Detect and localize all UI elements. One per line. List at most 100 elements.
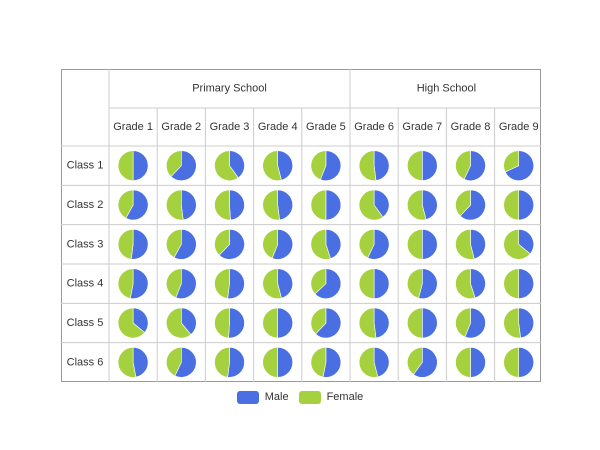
legend-item-female[interactable]: Female	[298, 390, 364, 404]
pie-slice-male	[319, 150, 342, 181]
pie-slice-male	[518, 307, 534, 339]
pie-slice-female	[455, 347, 471, 378]
pie-slice-female	[503, 189, 519, 221]
pie-slice-male	[181, 307, 197, 335]
pie-slice-male	[132, 307, 149, 333]
legend-item-male[interactable]: Male	[236, 390, 289, 404]
pie-slice-female	[262, 307, 278, 339]
column-header-label: Grade 1	[113, 121, 153, 133]
pie-slice-male	[277, 189, 293, 221]
pie-slice-male	[229, 150, 245, 179]
pie-slice-female	[117, 189, 134, 219]
pie-slice-male	[422, 229, 438, 260]
pie-slice-male	[277, 307, 293, 339]
row-label: Class 1	[67, 160, 104, 172]
pie-slice-female	[166, 268, 182, 299]
pie-slice-male	[325, 189, 342, 221]
pie-slice-male	[504, 150, 534, 181]
row-label: Class 5	[67, 317, 104, 329]
table-frame	[61, 69, 541, 382]
pie-slice-female	[358, 189, 384, 221]
pie-slice-male	[470, 347, 486, 378]
pie-slice-male	[518, 347, 534, 378]
pie-slice-male	[470, 268, 486, 299]
pie-slice-female	[214, 347, 230, 378]
pie-slice-male	[229, 189, 245, 221]
pie-slice-female	[166, 229, 182, 258]
pie-slice-male	[228, 307, 245, 339]
pie-slice-male	[315, 307, 342, 339]
pie-slice-female	[503, 150, 519, 173]
pie-slice-male	[277, 268, 293, 299]
pie-slice-female	[358, 307, 377, 339]
pie-slice-female	[262, 268, 282, 299]
pie-slice-female	[262, 189, 280, 221]
pie-slice-female	[503, 229, 531, 260]
pie-slice-male	[129, 268, 149, 299]
pie-slice-female	[503, 307, 521, 339]
pie-slice-male	[125, 189, 149, 221]
pie-slice-female	[407, 189, 427, 221]
pie-slice-female	[358, 150, 377, 181]
pie-slice-male	[464, 307, 486, 339]
pie-slice-male	[518, 268, 534, 299]
pie-slice-female	[358, 347, 379, 378]
pie-slice-female	[117, 150, 134, 181]
pie-slice-female	[407, 150, 423, 181]
pie-slice-male	[422, 307, 438, 339]
pie-slice-female	[455, 307, 471, 338]
pie-slice-male	[218, 229, 245, 260]
column-header-label: Grade 2	[161, 121, 201, 133]
column-header-label: Grade 7	[402, 121, 442, 133]
pie-slice-male	[175, 268, 197, 299]
pie-slice-female	[503, 347, 519, 378]
pie-slice-male	[373, 189, 390, 218]
pie-slice-male	[373, 347, 390, 378]
pie-slice-male	[181, 189, 197, 221]
pie-slice-male	[422, 150, 438, 181]
pie-slice-female	[455, 268, 476, 299]
pie-slice-female	[214, 229, 230, 256]
pie-slice-female	[407, 307, 423, 339]
pie-slice-male	[373, 268, 390, 299]
pie-slice-male	[463, 150, 486, 181]
pie-slice-female	[407, 268, 423, 299]
pie-slice-female	[310, 268, 327, 295]
pie-slice-female	[310, 150, 327, 181]
pie-slice-male	[325, 229, 342, 259]
pie-slice-male	[314, 268, 342, 299]
column-header-label: Grade 6	[354, 121, 394, 133]
pie-slice-female	[214, 150, 239, 181]
legend-label-female: Female	[326, 391, 364, 403]
pie-slice-male	[373, 307, 390, 339]
pie-slice-male	[322, 347, 342, 378]
pie-slice-female	[166, 307, 192, 339]
column-header-label: Grade 3	[210, 121, 250, 133]
pie-slice-female	[262, 347, 278, 378]
pie-slice-male	[173, 229, 197, 260]
pie-slice-female	[117, 229, 134, 260]
pie-slice-male	[227, 347, 245, 378]
pie-slice-male	[518, 229, 534, 255]
group-header-label: High School	[417, 83, 476, 95]
legend-swatch-female	[298, 390, 321, 404]
pie-slice-male	[518, 189, 534, 221]
pie-slice-male	[413, 347, 438, 378]
pie-slice-female	[310, 307, 327, 335]
pie-slice-female	[455, 150, 471, 180]
group-header-label: Primary School	[192, 83, 267, 95]
row-label: Class 3	[67, 238, 104, 250]
column-header-label: Grade 5	[306, 121, 346, 133]
column-header-label: Grade 9	[499, 121, 539, 133]
pie-slice-female	[310, 347, 327, 378]
column-header-label: Grade 4	[258, 121, 298, 133]
pie-slice-male	[470, 229, 486, 260]
legend: Male Female	[0, 388, 600, 406]
pie-slice-male	[277, 347, 293, 378]
pie-slice-female	[310, 229, 331, 260]
row-label: Class 4	[67, 278, 104, 290]
pie-slice-female	[214, 189, 231, 221]
legend-label-male: Male	[264, 391, 289, 403]
pie-slice-female	[358, 268, 375, 299]
